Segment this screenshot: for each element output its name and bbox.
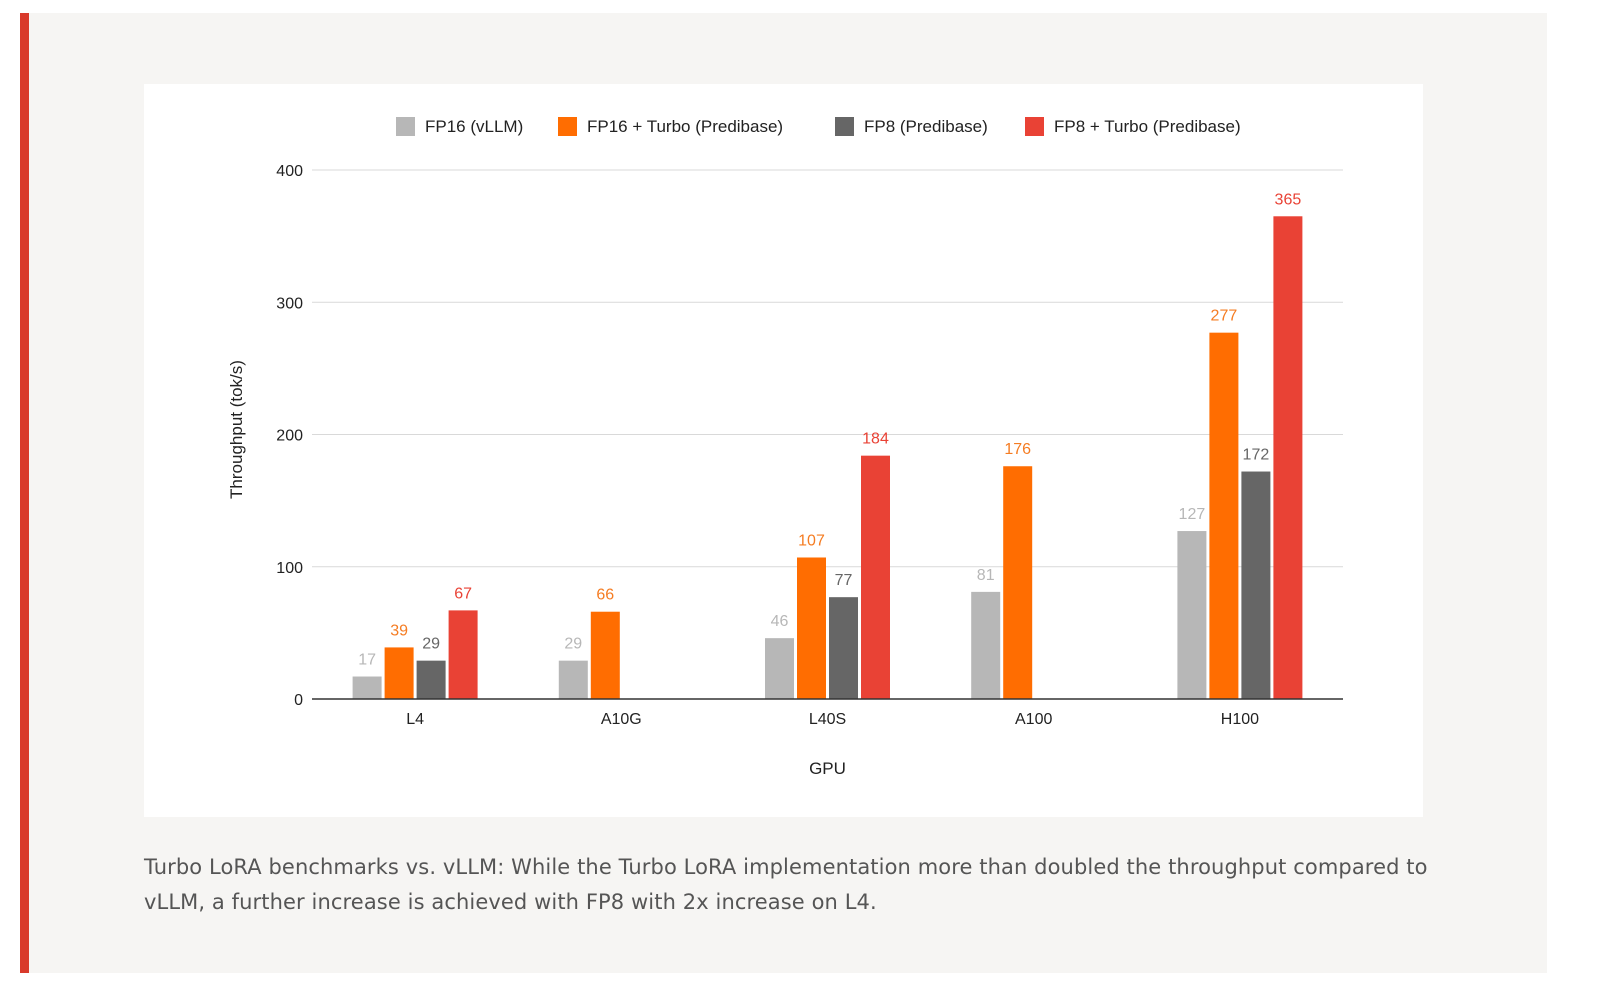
bar	[1273, 216, 1303, 699]
quote-accent-bar	[20, 13, 29, 973]
data-label: 365	[1275, 191, 1302, 208]
y-tick-label: 0	[294, 692, 303, 709]
x-tick-label: L40S	[809, 711, 846, 728]
chart-panel: 0 100 200 300 400 Throughput (tok/s) 17 39 29 67 L…	[144, 84, 1423, 817]
bar	[416, 660, 446, 699]
data-label: 77	[835, 572, 853, 589]
data-label: 184	[862, 431, 889, 448]
data-label: 67	[454, 585, 472, 602]
data-label: 81	[977, 567, 995, 584]
bar	[1177, 531, 1207, 699]
bar	[1241, 471, 1271, 699]
figure-caption: Turbo LoRA benchmarks vs. vLLM: While th…	[144, 855, 1428, 914]
bar	[448, 610, 478, 699]
data-label: 17	[358, 652, 376, 669]
x-tick-label: A100	[1015, 711, 1052, 728]
data-label: 29	[422, 636, 440, 653]
bar	[1209, 332, 1239, 699]
data-label: 107	[798, 532, 825, 549]
bar	[384, 647, 414, 699]
bar	[352, 676, 382, 699]
x-tick-label: A10G	[601, 711, 642, 728]
data-label: 172	[1243, 447, 1270, 464]
data-label: 39	[390, 622, 408, 639]
y-tick-label: 300	[276, 295, 303, 312]
throughput-bar-chart: 0 100 200 300 400 Throughput (tok/s) 17 39 29 67 L…	[227, 117, 1343, 778]
x-tick-label: L4	[406, 711, 424, 728]
legend-label: FP16 (vLLM)	[425, 117, 523, 136]
data-label: 176	[1004, 441, 1031, 458]
bar	[829, 597, 858, 699]
y-axis-label: Throughput (tok/s)	[227, 360, 246, 499]
legend-swatch	[835, 117, 854, 136]
data-label: 277	[1211, 308, 1238, 325]
bar	[971, 591, 1001, 699]
y-tick-label: 400	[276, 163, 303, 180]
y-tick-label: 100	[276, 560, 303, 577]
legend-swatch	[396, 117, 415, 136]
bar	[1003, 466, 1033, 699]
legend-label: FP8 (Predibase)	[864, 117, 988, 136]
x-tick-label: H100	[1221, 711, 1259, 728]
x-axis-label: GPU	[809, 759, 846, 778]
data-label: 127	[1179, 506, 1206, 523]
bar	[590, 611, 620, 699]
data-label: 29	[564, 636, 582, 653]
bar	[797, 557, 826, 699]
bar	[765, 638, 794, 699]
bar	[861, 455, 890, 699]
data-label: 66	[596, 587, 614, 604]
data-label: 46	[771, 613, 789, 630]
y-tick-label: 200	[276, 428, 303, 445]
legend-label: FP8 + Turbo (Predibase)	[1054, 117, 1241, 136]
legend-label: FP16 + Turbo (Predibase)	[587, 117, 783, 136]
bar	[558, 660, 588, 699]
legend-swatch	[558, 117, 577, 136]
legend-swatch	[1025, 117, 1044, 136]
